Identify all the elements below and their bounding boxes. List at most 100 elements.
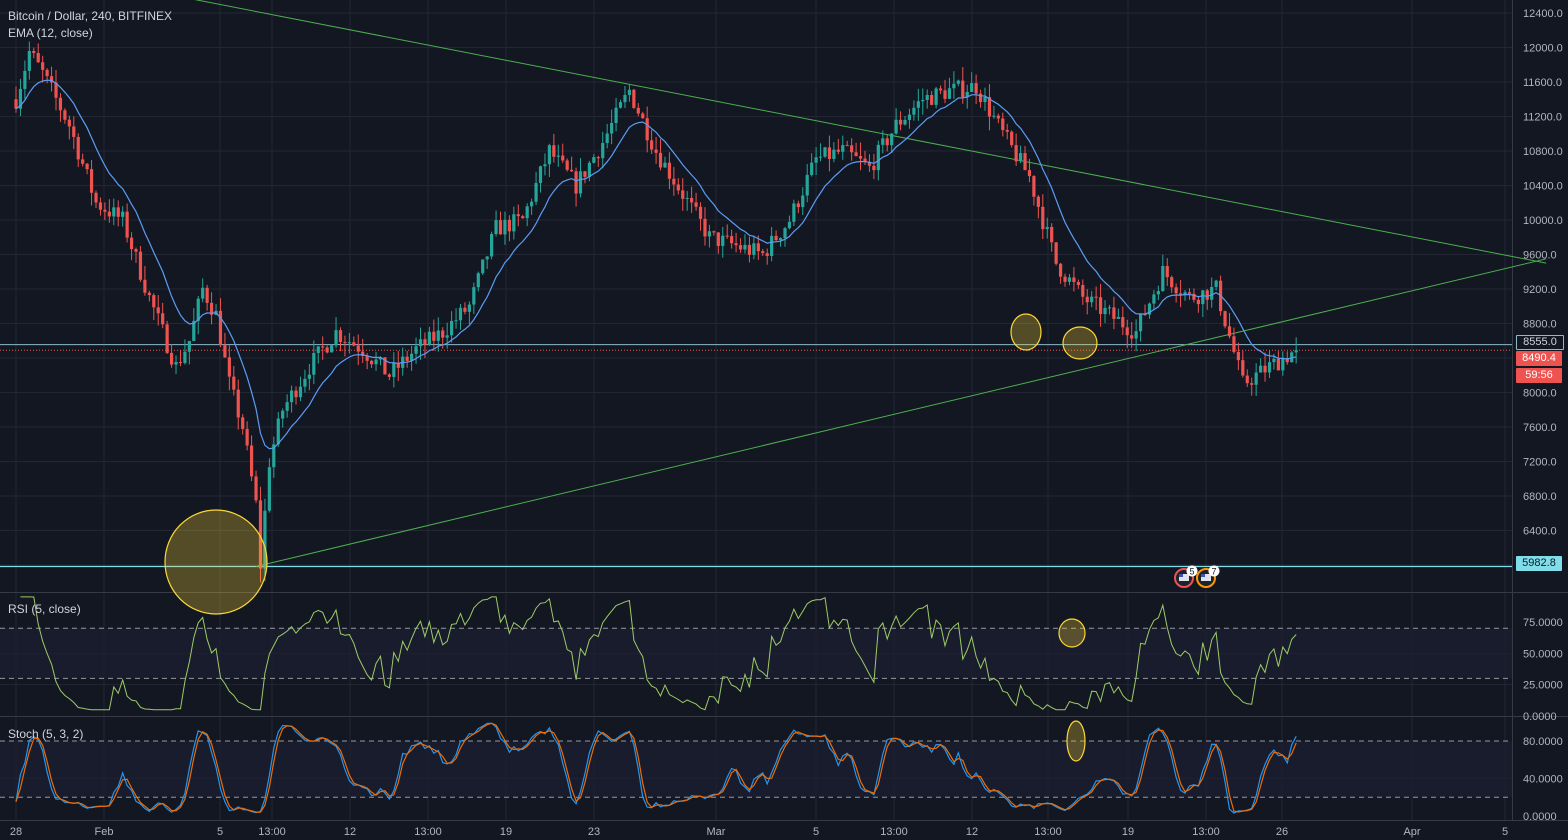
candle-body [1174,287,1178,294]
candle-body [636,107,640,114]
candle-body [1036,196,1040,207]
candle-body [156,307,160,314]
candle-body [921,99,925,102]
candle-body [983,96,987,103]
rsi-legend[interactable]: RSI (5, close) [8,602,81,616]
candle-body [410,353,414,361]
candle-body [1121,316,1125,328]
candle-body [23,70,27,89]
symbol-title: Bitcoin / Dollar, 240, BITFINEX [8,9,173,23]
ema-legend[interactable]: EMA (12, close) [8,26,93,40]
candle-body [663,162,667,168]
rsi-tick-label: 0.0000 [1523,711,1557,723]
candle-body [787,221,792,229]
highlight-rsi-circle [1058,618,1086,648]
candle-body [1205,290,1209,300]
price-tick-label: 12400.0 [1523,8,1563,20]
candle-body [690,197,694,203]
candle-body [978,93,983,103]
badge-count: 5 [1189,567,1194,577]
flag-body [1201,574,1211,581]
candle-body [1023,153,1027,171]
candle-body [54,82,58,98]
candle-body [507,219,511,232]
price-tick-label: 9200.0 [1523,284,1557,296]
event-flag-icon[interactable]: 5 [1174,565,1198,588]
candle-body [383,357,387,375]
candle-body [832,149,836,159]
candle-body [1045,226,1049,230]
time-tick-label: 5 [1502,826,1508,838]
candle-body [490,234,494,257]
candle-body [236,389,240,418]
candle-body [534,183,538,202]
candle-body [938,88,943,91]
price-tick-label: 6800.0 [1523,491,1557,503]
candle-body [947,88,952,99]
candle-body [1187,292,1192,294]
time-tick-label: 19 [500,826,512,838]
candle-body [85,163,89,170]
stoch-d-line [15,722,1297,813]
candle-body [1272,358,1276,363]
candle-body [645,118,649,141]
stoch-panel [15,722,1297,814]
resistance-price-tag: 8555.0 [1516,335,1564,350]
stoch-k-line [15,722,1297,814]
candle-body [329,345,334,353]
stoch-legend[interactable]: Stoch (5, 3, 2) [8,727,83,741]
candle-body [72,126,76,137]
candle-body [338,330,343,342]
candle-body [761,251,765,254]
candle-body [961,80,965,98]
badge-count-bg [1208,565,1220,577]
candle-body [707,231,712,237]
candle-body [263,510,267,569]
time-tick-label: Apr [1403,826,1420,838]
candle-body [58,97,63,111]
candle-body [836,149,840,152]
candle-body [765,253,769,256]
candle-body [1072,277,1076,283]
time-tick-label: 12 [344,826,356,838]
candle-body [1032,176,1036,197]
candle-body [943,90,947,99]
candle-body [81,159,85,164]
candle-body [1067,277,1072,282]
rsi-tick-label: 25.0000 [1523,680,1563,692]
candle-body [592,157,596,163]
candle-body [681,190,685,199]
candle-body [987,96,992,117]
candles [14,41,1298,583]
candle-body [747,244,752,255]
candle-body [254,476,258,501]
candle-body [610,122,614,134]
candle-body [654,149,658,153]
symbol-legend[interactable]: Bitcoin / Dollar, 240, BITFINEX [8,9,172,23]
event-flag-icon[interactable]: 7 [1196,565,1220,588]
candle-body [1063,276,1067,282]
candle-body [347,342,351,344]
candle-body [818,156,823,158]
highlight-circles[interactable] [164,313,1098,762]
candle-body [201,287,205,299]
candle-body [14,99,18,109]
trendlines[interactable] [43,0,1547,567]
candle-body [112,207,116,217]
ema-line [15,79,1297,450]
time-tick-label: 13:00 [258,826,286,838]
time-tick-label: 13:00 [880,826,908,838]
candle-body [583,171,587,177]
candle-body [854,152,858,156]
candle-body [770,235,774,256]
candle-body [894,119,898,134]
candle-body [1085,296,1089,303]
candle-body [1134,331,1138,339]
candle-body [205,287,209,303]
price-tick-label: 9600.0 [1523,250,1557,262]
candle-body [992,115,996,117]
candle-body [850,145,854,153]
candle-body [543,164,547,167]
candle-body [587,162,592,177]
